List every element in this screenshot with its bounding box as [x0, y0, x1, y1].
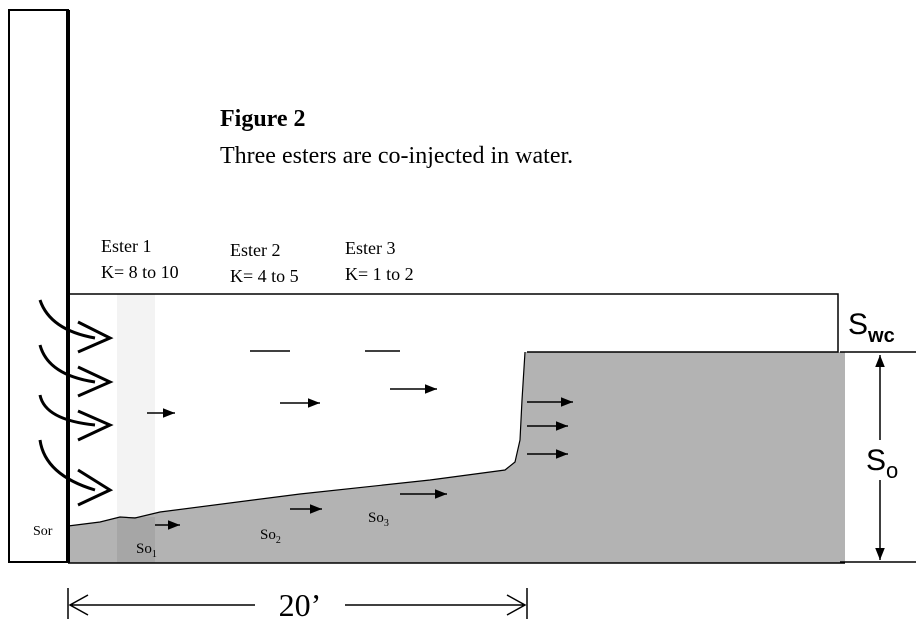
so2-label: So2	[260, 527, 281, 546]
sor-label: Sor	[33, 524, 53, 539]
so-label: So	[866, 444, 898, 483]
ester-k: K= 4 to 5	[230, 266, 299, 286]
injection-arrows	[38, 299, 114, 507]
ester-name: Ester 1	[101, 236, 151, 256]
label-sub: 2	[276, 535, 281, 546]
figure-caption: Three esters are co-injected in water.	[220, 143, 573, 169]
dim-arrow	[345, 594, 527, 616]
so1-label: So1	[136, 541, 157, 560]
oil-region	[68, 352, 845, 563]
label-sub: o	[886, 458, 898, 483]
label-base: So	[368, 510, 384, 526]
label-sub: 1	[152, 549, 157, 560]
label-sub: wc	[867, 325, 895, 347]
oil-front	[67, 351, 526, 527]
label-base: S	[866, 444, 886, 477]
ester-k: K= 1 to 2	[345, 264, 414, 284]
flow-arrows	[147, 384, 573, 530]
label-base: So	[260, 527, 276, 543]
ester-name: Ester 3	[345, 238, 395, 258]
ester-name: Ester 2	[230, 240, 280, 260]
length-label: 20’	[279, 587, 322, 619]
label-base: So	[136, 541, 152, 557]
so3-label: So3	[368, 510, 389, 529]
dim-arrow	[68, 594, 255, 616]
ester-band-oil	[117, 517, 155, 563]
figure-title: Figure 2	[220, 106, 306, 132]
well	[8, 9, 69, 563]
water-zone	[68, 293, 839, 353]
label-base: S	[848, 308, 868, 341]
label-sub: 3	[384, 518, 389, 529]
ester-k: K= 8 to 10	[101, 262, 179, 282]
swc-label: Swc	[848, 308, 895, 347]
